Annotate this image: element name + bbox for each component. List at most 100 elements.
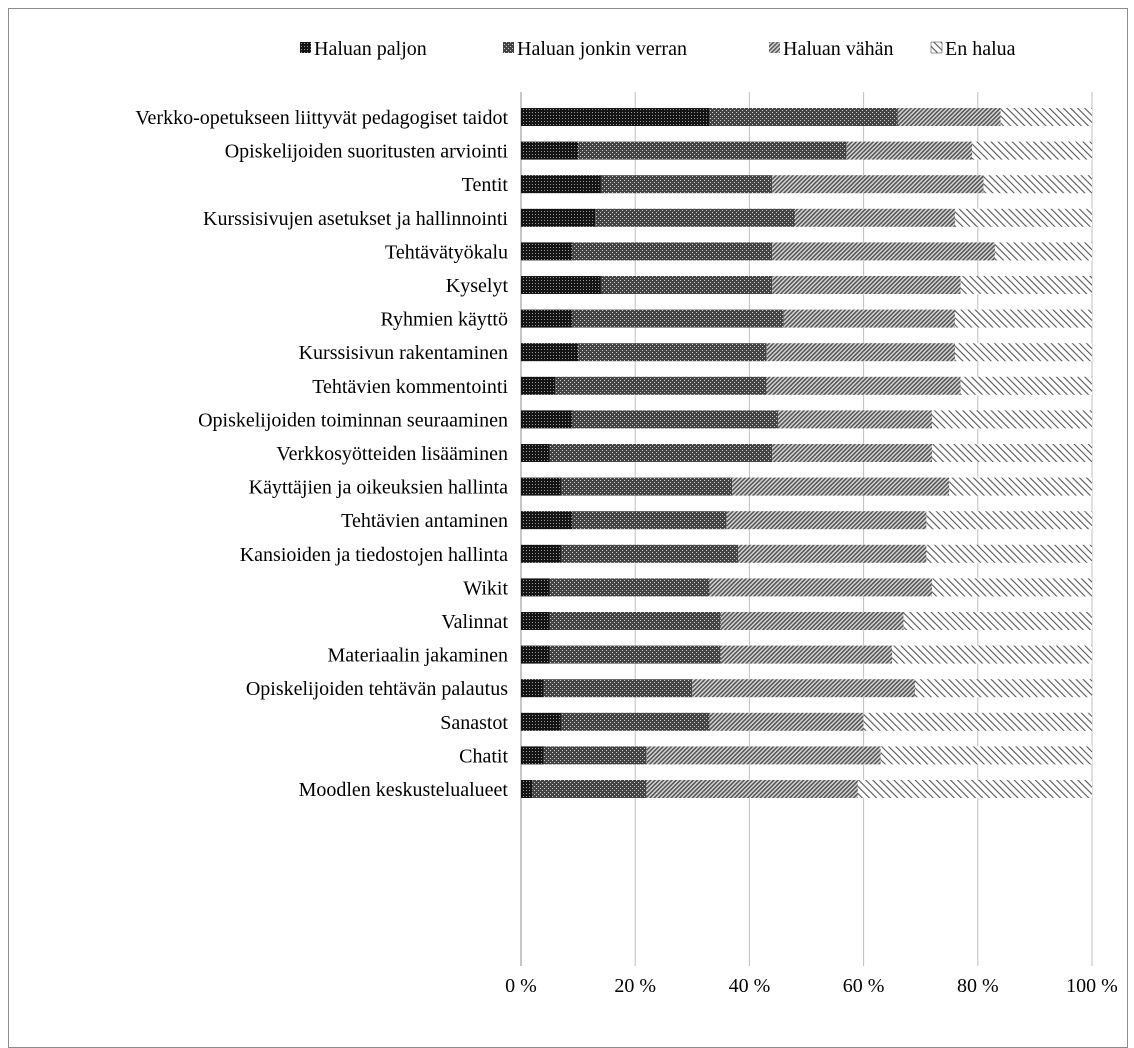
bar-segment (578, 343, 767, 362)
bar-segment (521, 444, 550, 462)
bar-segment (600, 276, 773, 294)
bar-segment (560, 477, 733, 496)
category-label: Materiaalin jakaminen (328, 645, 508, 667)
category-label: Kansioiden ja tiedostojen hallinta (240, 544, 508, 566)
bar-segment (646, 746, 881, 765)
bar-segment (772, 242, 995, 261)
bar-segment (543, 746, 647, 765)
bar-segment (994, 242, 1092, 261)
bar-segment (549, 612, 721, 630)
legend-swatch (300, 42, 311, 53)
bar-segment (846, 141, 973, 160)
bar-segment (521, 343, 579, 362)
bar-segment (926, 511, 1092, 530)
bar-segment (857, 780, 1092, 798)
x-tick-label: 20 % (614, 975, 656, 997)
bar-segment (549, 444, 773, 462)
bar-segment (766, 376, 961, 395)
bar-segment (521, 175, 601, 194)
bar-segment (521, 780, 533, 798)
bar-segment (549, 645, 721, 664)
bar-segment (772, 175, 984, 194)
x-tick-label: 80 % (957, 975, 999, 997)
bar-segment (926, 544, 1092, 563)
bar-segment (949, 477, 1092, 496)
bar-segment (960, 376, 1092, 395)
bar-segment (795, 208, 955, 227)
bar-segment (560, 712, 710, 731)
bar-segment (572, 309, 784, 328)
category-label: Tehtävien antaminen (341, 510, 508, 532)
bar-segment (521, 612, 550, 630)
category-label: Chatit (459, 745, 508, 767)
bar-segment (521, 141, 579, 160)
legend-label: Haluan vähän (783, 38, 894, 60)
bar-segment (521, 410, 573, 429)
bar-segment (692, 679, 915, 698)
bar-segment (954, 309, 1092, 328)
x-tick-label: 60 % (843, 975, 885, 997)
category-label: Kurssisivun rakentaminen (299, 342, 508, 364)
bar-segment (646, 780, 858, 798)
bar-segment (709, 108, 898, 126)
category-label: Opiskelijoiden suoritusten arviointi (225, 141, 509, 163)
bar-segment (595, 208, 796, 227)
stacked-bar-chart: Verkko-opetukseen liittyvät pedagogiset … (135, 38, 1118, 997)
legend-label: Haluan jonkin verran (517, 38, 687, 60)
bar-segment (600, 175, 773, 194)
bar-segment (737, 544, 927, 563)
bar-segment (521, 712, 561, 731)
bar-segment (783, 309, 955, 328)
category-label: Kyselyt (446, 275, 509, 297)
bars (521, 108, 1092, 798)
bar-segment (972, 141, 1092, 160)
bar-segment (772, 444, 933, 462)
bar-segment (897, 108, 1001, 126)
bar-segment (726, 511, 927, 530)
legend-swatch (503, 42, 514, 53)
bar-segment (960, 276, 1092, 294)
legend-swatch (930, 41, 943, 54)
bar-segment (720, 612, 904, 630)
bar-segment (766, 343, 955, 362)
bar-segment (521, 645, 550, 664)
bar-segment (709, 578, 933, 597)
bar-segment (777, 410, 933, 429)
x-axis-ticks: 0 % 20 % 40 % 60 % 80 % 100 % (505, 975, 1118, 997)
bar-segment (572, 242, 773, 261)
category-label: Moodlen keskustelualueet (299, 779, 509, 801)
category-label: Tehtävien kommentointi (312, 376, 508, 398)
bar-segment (772, 276, 961, 294)
bar-segment (521, 376, 556, 395)
bar-segment (892, 645, 1092, 664)
bar-segment (521, 108, 710, 126)
bar-segment (521, 746, 544, 765)
category-label: Wikit (463, 577, 508, 599)
category-labels: Verkko-opetukseen liittyvät pedagogiset … (135, 107, 508, 801)
bar-segment (521, 477, 561, 496)
bar-segment (521, 578, 550, 597)
bar-segment (521, 276, 601, 294)
bar-segment (732, 477, 950, 496)
bar-segment (521, 511, 573, 530)
bar-segment (572, 511, 727, 530)
bar-segment (932, 444, 1092, 462)
bar-segment (543, 679, 693, 698)
legend-swatch (769, 42, 780, 53)
bar-segment (914, 679, 1092, 698)
bar-segment (560, 544, 738, 563)
bar-segment (720, 645, 893, 664)
bar-segment (1000, 108, 1092, 126)
category-label: Tehtävätyökalu (385, 241, 508, 263)
category-label: Kurssisivujen asetukset ja hallinnointi (203, 208, 508, 230)
category-label: Sanastot (440, 712, 508, 734)
x-tick-label: 100 % (1066, 975, 1118, 997)
bar-segment (863, 712, 1092, 731)
category-label: Opiskelijoiden toiminnan seuraaminen (198, 409, 508, 431)
category-label: Tentit (462, 174, 509, 196)
bar-segment (880, 746, 1092, 765)
bar-segment (532, 780, 647, 798)
bar-segment (521, 679, 544, 698)
category-label: Ryhmien käyttö (380, 309, 508, 331)
category-label: Käyttäjien ja oikeuksien hallinta (249, 477, 508, 499)
